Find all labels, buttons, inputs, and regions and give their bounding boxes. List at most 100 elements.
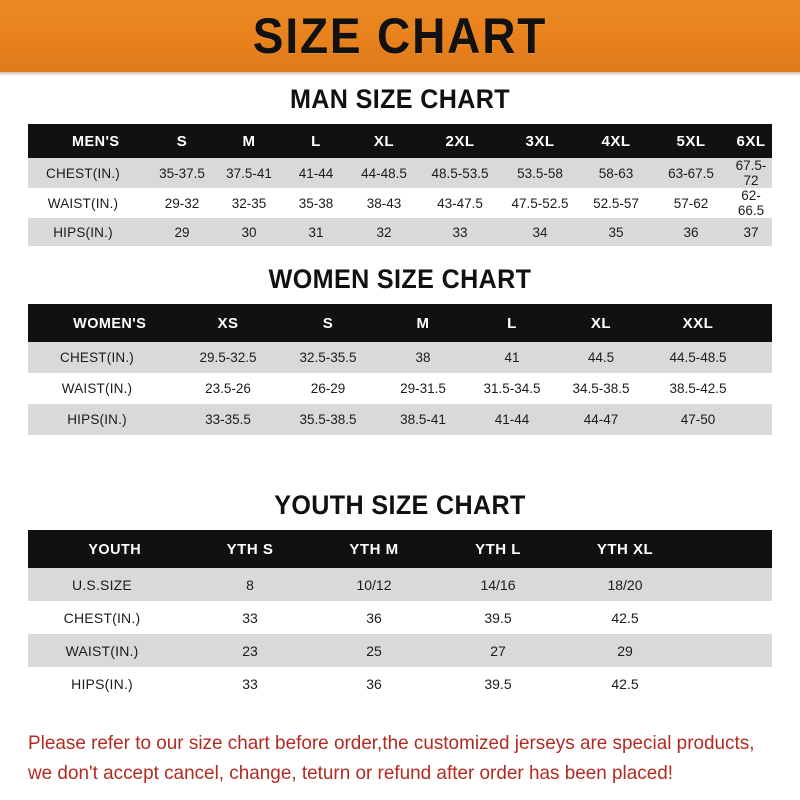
youth-cell: 39.5: [436, 667, 560, 700]
youth-cell: 29: [560, 634, 690, 667]
men-cell: 32: [348, 218, 420, 246]
women-cell: 23.5-26: [178, 373, 278, 404]
footer-line-1: Please refer to our size chart before or…: [28, 732, 755, 754]
women-cell: 35.5-38.5: [278, 404, 378, 435]
youth-cell: [690, 568, 772, 601]
youth-row-label: U.S.SIZE: [28, 568, 188, 601]
men-cell: 52.5-57: [580, 188, 652, 218]
youth-cell: [690, 667, 772, 700]
women-col-header: L: [507, 314, 517, 332]
men-cell: 44-48.5: [348, 158, 420, 188]
men-cell: 58-63: [580, 158, 652, 188]
table-row: CHEST(IN.) 33 36 39.5 42.5: [28, 601, 772, 634]
youth-row-label: WAIST(IN.): [28, 634, 188, 667]
youth-col-header: YTH XL: [596, 540, 654, 558]
women-cell: 41: [468, 342, 556, 373]
women-cell: 33-35.5: [178, 404, 278, 435]
men-cell: 29: [150, 218, 214, 246]
youth-cell: 42.5: [560, 667, 690, 700]
table-row: HIPS(IN.) 29 30 31 32 33 34 35 36 37: [28, 218, 772, 246]
men-cell: 35: [580, 218, 652, 246]
table-row: HIPS(IN.) 33-35.5 35.5-38.5 38.5-41 41-4…: [28, 404, 772, 435]
page-banner: SIZE CHART: [0, 0, 800, 72]
men-cell: 62-66.5: [730, 188, 772, 218]
women-col-header: M: [416, 314, 430, 332]
women-col-header: S: [322, 314, 334, 332]
women-header-row: WOMEN'S XS S M L XL XXL: [28, 304, 772, 342]
men-col-header: 2XL: [445, 132, 475, 150]
men-col-header: 4XL: [601, 132, 631, 150]
table-row: WAIST(IN.) 23 25 27 29: [28, 634, 772, 667]
women-cell: [750, 404, 772, 435]
table-row: CHEST(IN.) 29.5-32.5 32.5-35.5 38 41 44.…: [28, 342, 772, 373]
youth-cell: 33: [188, 667, 312, 700]
men-col-header: 3XL: [525, 132, 555, 150]
women-cell: [750, 342, 772, 373]
women-cell: 38.5-41: [378, 404, 468, 435]
women-cell: 38: [378, 342, 468, 373]
women-col-header: XS: [217, 314, 239, 332]
women-cell: 26-29: [278, 373, 378, 404]
youth-col-header: YTH S: [226, 540, 274, 558]
men-cell: 38-43: [348, 188, 420, 218]
women-row-label: CHEST(IN.): [28, 342, 178, 373]
youth-cell: 25: [312, 634, 436, 667]
men-row-label: WAIST(IN.): [28, 188, 150, 218]
men-cell: 32-35: [214, 188, 284, 218]
women-section-title: WOMEN SIZE CHART: [268, 264, 532, 294]
youth-cell: 8: [188, 568, 312, 601]
youth-cell: 39.5: [436, 601, 560, 634]
men-cell: 48.5-53.5: [420, 158, 500, 188]
youth-cell: 33: [188, 601, 312, 634]
men-row-label: CHEST(IN.): [28, 158, 150, 188]
men-cell: 67.5-72: [730, 158, 772, 188]
men-header-row: MEN'S S M L XL 2XL 3XL 4XL 5XL 6XL: [28, 124, 772, 158]
men-cell: 41-44: [284, 158, 348, 188]
youth-row-label: HIPS(IN.): [28, 667, 188, 700]
men-size-chart-section: MAN SIZE CHART MEN'S S M L XL 2XL 3XL 4X…: [28, 86, 772, 246]
men-cell: 31: [284, 218, 348, 246]
table-row: U.S.SIZE 8 10/12 14/16 18/20: [28, 568, 772, 601]
women-row-label: HIPS(IN.): [28, 404, 178, 435]
women-cell: 47-50: [646, 404, 750, 435]
men-corner-label: MEN'S: [72, 132, 120, 150]
men-size-table: MEN'S S M L XL 2XL 3XL 4XL 5XL 6XL CHEST…: [28, 124, 772, 246]
youth-col-header: [690, 530, 772, 568]
men-cell: 47.5-52.5: [500, 188, 580, 218]
table-row: HIPS(IN.) 33 36 39.5 42.5: [28, 667, 772, 700]
men-cell: 57-62: [652, 188, 730, 218]
youth-cell: 10/12: [312, 568, 436, 601]
women-cell: 44.5-48.5: [646, 342, 750, 373]
men-section-title: MAN SIZE CHART: [289, 84, 511, 114]
youth-header-row: YOUTH YTH S YTH M YTH L YTH XL: [28, 530, 772, 568]
men-cell: 30: [214, 218, 284, 246]
youth-cell: 23: [188, 634, 312, 667]
youth-size-chart-section: YOUTH SIZE CHART YOUTH YTH S YTH M YTH L…: [28, 492, 772, 700]
youth-cell: 36: [312, 667, 436, 700]
page-title: SIZE CHART: [252, 8, 548, 64]
table-row: WAIST(IN.) 29-32 32-35 35-38 38-43 43-47…: [28, 188, 772, 218]
men-cell: 36: [652, 218, 730, 246]
women-cell: 44.5: [556, 342, 646, 373]
youth-cell: 14/16: [436, 568, 560, 601]
women-size-table: WOMEN'S XS S M L XL XXL CHEST(IN.) 29.5-…: [28, 304, 772, 435]
women-col-header: [750, 304, 772, 342]
men-cell: 33: [420, 218, 500, 246]
men-col-header: 6XL: [736, 132, 766, 150]
men-col-header: XL: [373, 132, 395, 150]
youth-col-header: YTH L: [475, 540, 521, 558]
women-cell: 38.5-42.5: [646, 373, 750, 404]
men-cell: 35-37.5: [150, 158, 214, 188]
youth-cell: 36: [312, 601, 436, 634]
footer-line-2: we don't accept cancel, change, teturn o…: [28, 762, 674, 784]
women-row-label: WAIST(IN.): [28, 373, 178, 404]
table-row: WAIST(IN.) 23.5-26 26-29 29-31.5 31.5-34…: [28, 373, 772, 404]
youth-cell: 27: [436, 634, 560, 667]
women-col-header: XL: [590, 314, 612, 332]
youth-corner-label: YOUTH: [88, 540, 142, 558]
youth-cell: [690, 634, 772, 667]
banner-shadow: [0, 72, 800, 76]
men-cell: 37.5-41: [214, 158, 284, 188]
women-size-chart-section: WOMEN SIZE CHART WOMEN'S XS S M L XL XXL: [28, 266, 772, 435]
